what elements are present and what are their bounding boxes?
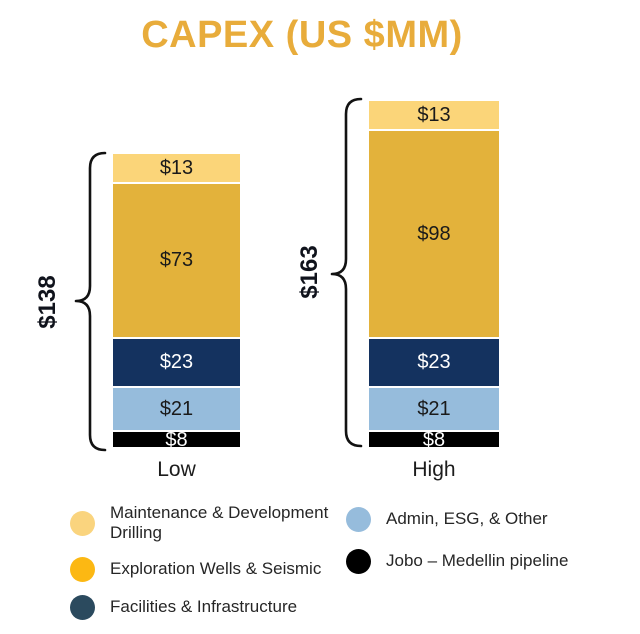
bar-segment: $8 [113, 430, 240, 450]
bar-segment: $13 [369, 101, 499, 130]
legend-column-right: Admin, ESG, & Other Jobo – Medellin pipel… [346, 507, 606, 574]
bar-segment: $23 [369, 336, 499, 386]
low-total-brace [74, 151, 107, 452]
high-total-brace [330, 97, 363, 448]
stacked-bar-low: $13 $73 $23 $21 $8 [113, 154, 240, 450]
category-label-high: High [412, 458, 456, 481]
bar-segment: $73 [113, 182, 240, 337]
high-total-label: $163 [296, 245, 323, 299]
bar-segment: $21 [113, 385, 240, 431]
legend-swatch-icon [70, 510, 95, 536]
legend-swatch-icon [70, 556, 95, 582]
chart-title: CAPEX (US $MM) [141, 14, 463, 56]
legend-swatch-icon [346, 549, 371, 574]
bar-segment: $98 [369, 129, 499, 337]
legend-item: Exploration Wells & Seismic [70, 556, 338, 582]
legend-column-left: Maintenance & Development Drilling Explor… [70, 503, 338, 620]
bar-segment: $23 [113, 336, 240, 386]
bar-segment: $13 [113, 154, 240, 183]
legend-item: Facilities & Infrastructure [70, 594, 338, 620]
legend-item-label: Jobo – Medellin pipeline [386, 551, 569, 571]
low-total-label: $138 [34, 275, 61, 329]
legend-item: Maintenance & Development Drilling [70, 503, 338, 544]
bar-segment: $8 [369, 430, 499, 450]
legend-item: Admin, ESG, & Other [346, 507, 606, 532]
legend-item-label: Maintenance & Development Drilling [110, 503, 329, 543]
legend-item-label: Admin, ESG, & Other [386, 509, 548, 529]
legend-swatch-icon [70, 594, 95, 620]
bar-segment: $21 [369, 385, 499, 431]
legend-item-label: Facilities & Infrastructure [110, 597, 298, 617]
category-label-low: Low [157, 458, 196, 481]
legend-item-label: Exploration Wells & Seismic [110, 559, 322, 579]
stacked-bar-high: $13 $98 $23 $21 $8 [369, 101, 499, 450]
legend-item: Jobo – Medellin pipeline [346, 549, 606, 574]
legend-swatch-icon [346, 507, 371, 532]
